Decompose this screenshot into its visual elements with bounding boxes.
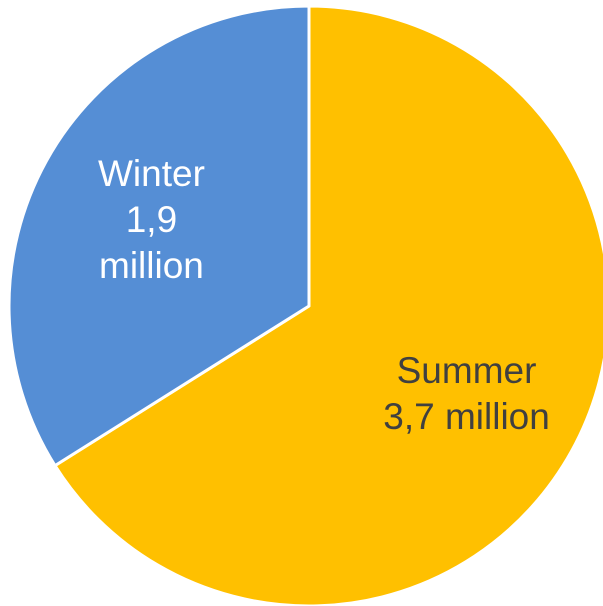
pie-slices (7, 4, 603, 606)
pie-slice-summer (53, 4, 603, 606)
pie-slice-winter (7, 4, 311, 468)
pie-label-summer: Summer 3,7 million (383, 350, 550, 437)
pie-label-line: 3,7 million (383, 396, 550, 437)
pie-label-winter: Winter 1,9 million (98, 153, 205, 286)
pie-label-line: Summer (397, 350, 537, 391)
pie-label-line: Winter (98, 153, 205, 194)
pie-labels: Summer 3,7 million Winter 1,9 million (98, 153, 550, 437)
pie-label-line: 1,9 (126, 199, 177, 240)
pie-label-line: million (99, 245, 204, 286)
